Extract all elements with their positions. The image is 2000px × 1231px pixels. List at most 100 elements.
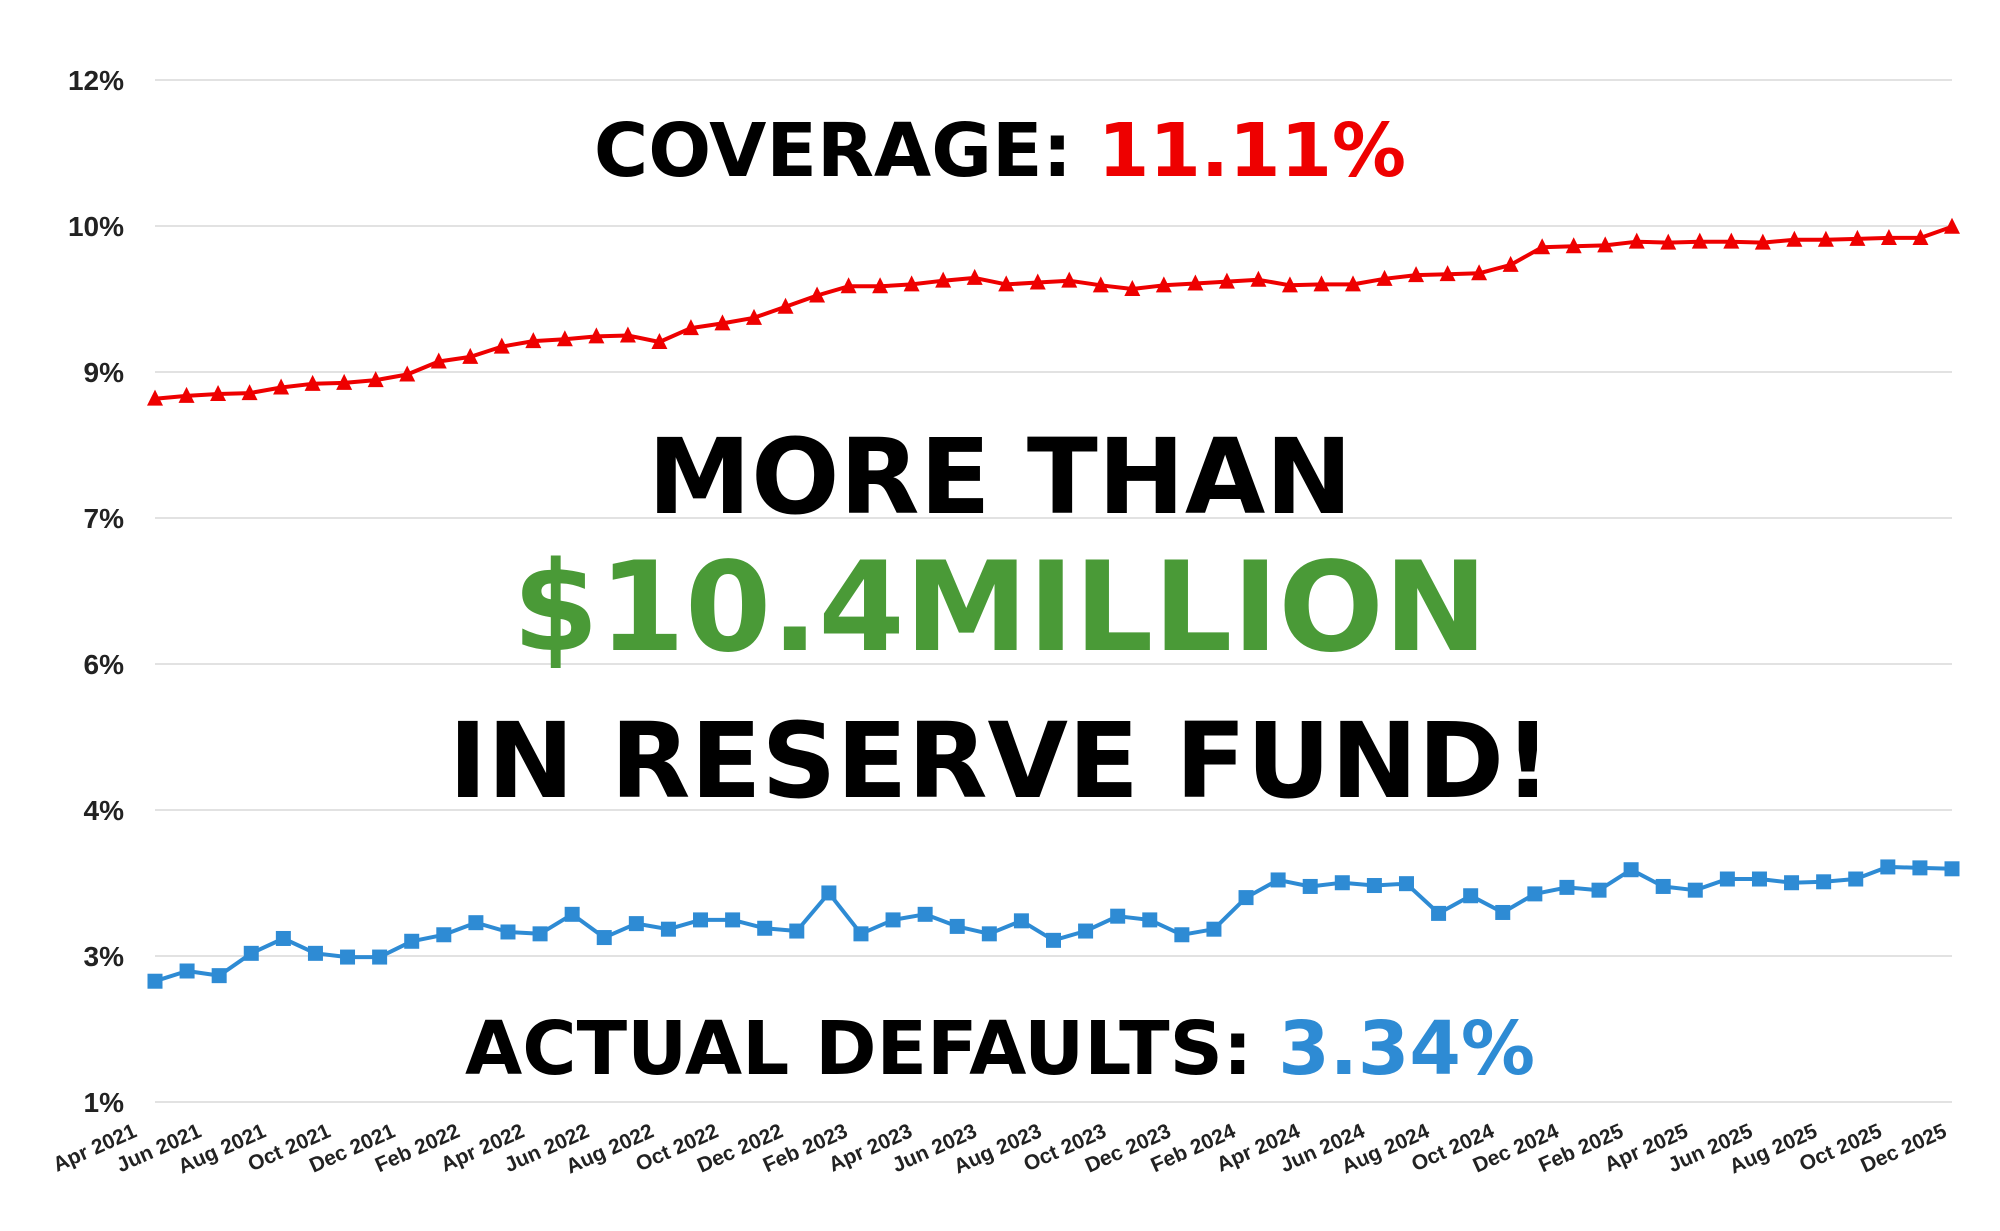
data-point xyxy=(966,268,983,285)
data-point xyxy=(399,365,416,382)
data-point xyxy=(1471,264,1488,281)
y-tick-label: 1% xyxy=(84,1087,125,1118)
data-point xyxy=(596,930,612,946)
data-point xyxy=(789,923,805,939)
data-point xyxy=(628,916,644,932)
data-point xyxy=(1816,874,1832,890)
data-point xyxy=(777,297,794,314)
data-point xyxy=(1313,275,1330,292)
data-point xyxy=(1334,875,1350,891)
y-tick-label: 9% xyxy=(84,357,125,388)
data-point xyxy=(179,963,195,979)
defaults-annotation: ACTUAL DEFAULTS: 3.34% xyxy=(0,1006,2000,1092)
series-line xyxy=(154,864,1953,984)
data-point xyxy=(404,933,420,949)
headline-bottom: IN RESERVE FUND! xyxy=(448,700,1552,822)
data-point xyxy=(588,327,605,344)
data-point xyxy=(746,308,762,325)
data-point xyxy=(241,384,258,401)
gridlines xyxy=(155,79,1952,1103)
data-point xyxy=(682,319,699,336)
data-point xyxy=(430,352,447,369)
data-point xyxy=(1623,862,1639,878)
data-point xyxy=(1408,266,1425,283)
data-point xyxy=(903,275,920,292)
data-point xyxy=(1660,233,1677,250)
data-point xyxy=(1092,276,1109,293)
data-point xyxy=(1302,878,1318,894)
data-point xyxy=(1527,886,1543,902)
data-point xyxy=(340,949,356,965)
defaults-value: 3.34% xyxy=(1278,1006,1535,1092)
data-point xyxy=(1174,927,1190,943)
data-point xyxy=(660,921,676,937)
data-point xyxy=(304,374,321,391)
data-point xyxy=(147,389,163,406)
coverage-label: COVERAGE: xyxy=(593,108,1098,194)
data-point xyxy=(885,912,901,928)
data-point xyxy=(1723,232,1740,249)
data-point xyxy=(714,314,731,331)
data-point xyxy=(367,371,384,388)
data-point xyxy=(1142,912,1158,928)
data-point xyxy=(372,949,388,965)
data-point xyxy=(1502,255,1519,272)
data-point xyxy=(1751,871,1767,887)
data-point xyxy=(1463,888,1479,904)
series-layer xyxy=(147,217,1960,989)
data-point xyxy=(998,275,1015,292)
headline-amount: $10.4MILLION xyxy=(512,536,1488,680)
y-tick-label: 12% xyxy=(68,65,124,96)
data-point xyxy=(1944,217,1960,234)
data-point xyxy=(1754,233,1771,250)
data-point xyxy=(619,326,636,343)
data-point xyxy=(853,926,869,942)
data-point xyxy=(564,906,580,922)
data-point xyxy=(1206,921,1222,937)
data-point xyxy=(693,912,709,928)
data-point xyxy=(651,333,668,350)
data-point xyxy=(1029,273,1046,290)
data-point xyxy=(935,271,952,288)
data-point xyxy=(809,286,826,303)
data-point xyxy=(273,378,290,395)
data-point xyxy=(1281,276,1298,293)
data-point xyxy=(1559,879,1575,895)
data-point xyxy=(1912,860,1928,876)
data-point xyxy=(1880,228,1897,245)
data-point xyxy=(1719,871,1735,887)
data-point xyxy=(872,277,889,294)
data-point xyxy=(1431,905,1447,921)
data-point xyxy=(1218,272,1235,289)
data-point xyxy=(1046,932,1061,948)
data-point xyxy=(1398,876,1414,892)
data-point xyxy=(1110,908,1126,924)
data-point xyxy=(275,930,291,946)
data-point xyxy=(1061,271,1078,288)
data-point xyxy=(1345,275,1361,292)
coverage-value: 11.11% xyxy=(1097,108,1407,194)
data-point xyxy=(1534,238,1551,255)
data-point xyxy=(307,945,323,961)
data-point xyxy=(1187,274,1204,291)
data-point xyxy=(556,330,573,347)
data-point xyxy=(1786,230,1803,247)
data-point xyxy=(1439,265,1456,282)
data-point xyxy=(1591,882,1607,898)
data-point xyxy=(500,924,516,940)
data-point xyxy=(821,885,837,901)
data-point xyxy=(1013,913,1029,929)
y-tick-label: 4% xyxy=(84,795,125,826)
data-point xyxy=(840,277,857,294)
data-point xyxy=(917,906,933,922)
data-point xyxy=(1655,878,1671,894)
data-point xyxy=(1628,232,1645,249)
data-point xyxy=(462,347,479,364)
series-2 xyxy=(147,859,1960,989)
y-tick-label: 10% xyxy=(68,211,124,242)
data-point xyxy=(1848,871,1864,887)
data-point xyxy=(1078,923,1094,939)
data-point xyxy=(336,373,353,390)
